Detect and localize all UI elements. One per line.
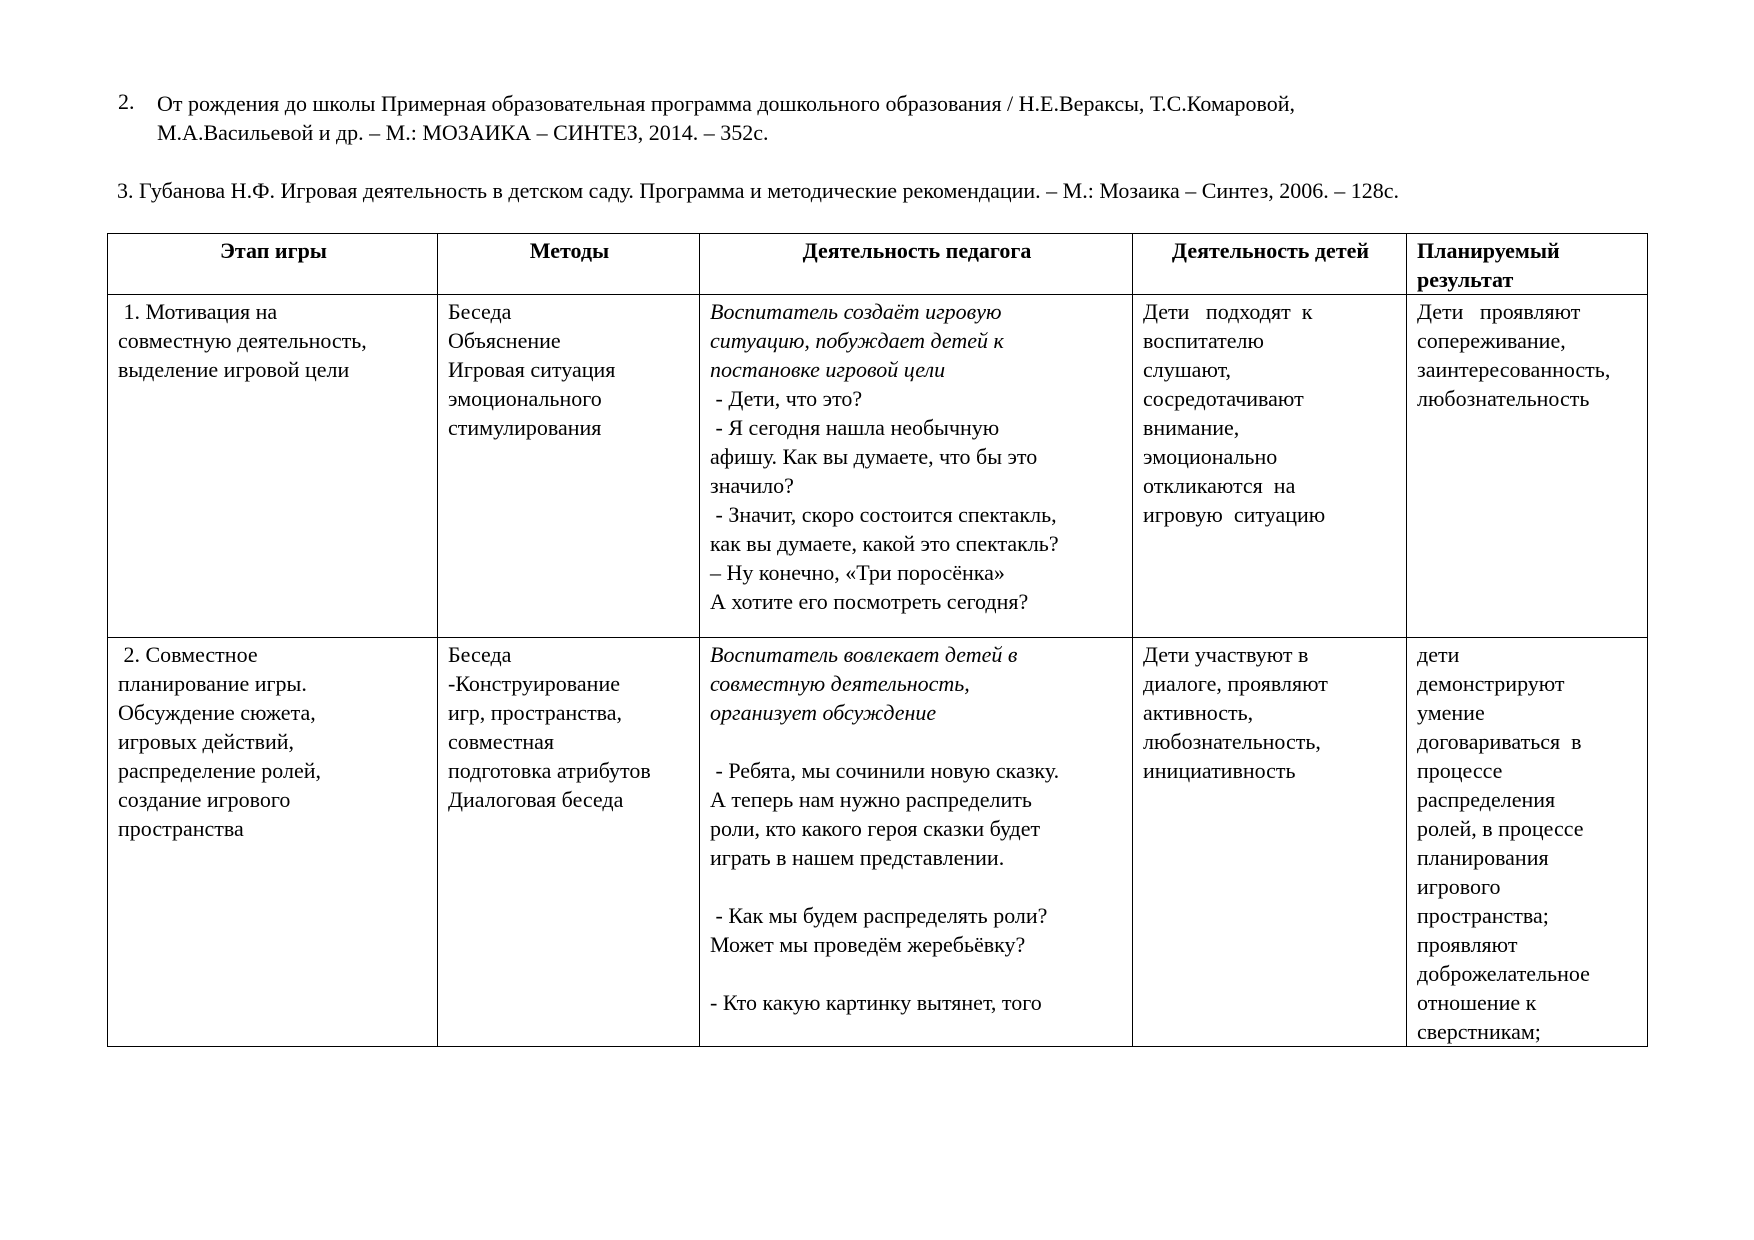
teacher-summary: Воспитатель вовлекает детей в совместную… (710, 642, 1018, 725)
table-header-row: Этап игры Методы Деятельность педагога Д… (107, 233, 1648, 295)
header-stage: Этап игры (107, 233, 438, 295)
header-methods: Методы (437, 233, 700, 295)
table-row: 2. Совместное планирование игры. Обсужде… (107, 637, 1648, 1047)
table-row: 1. Мотивация на совместную деятельность,… (107, 294, 1648, 638)
game-stages-table: Этап игры Методы Деятельность педагога Д… (107, 233, 1648, 1047)
cell-methods: Беседа Объяснение Игровая ситуация эмоци… (437, 294, 700, 638)
cell-stage: 2. Совместное планирование игры. Обсужде… (107, 637, 438, 1047)
cell-methods: Беседа -Конструирование игр, пространств… (437, 637, 700, 1047)
header-teacher-activity: Деятельность педагога (699, 233, 1133, 295)
cell-children-activity: Дети участвуют в диалоге, проявляют акти… (1132, 637, 1407, 1047)
teacher-summary: Воспитатель создаёт игровую ситуацию, по… (710, 299, 1004, 382)
cell-children-activity: Дети подходят к воспитателю слушают, сос… (1132, 294, 1407, 638)
cell-teacher-activity: Воспитатель вовлекает детей в совместную… (699, 637, 1133, 1047)
cell-stage: 1. Мотивация на совместную деятельность,… (107, 294, 438, 638)
cell-teacher-activity: Воспитатель создаёт игровую ситуацию, по… (699, 294, 1133, 638)
reference-number: 2. (118, 89, 135, 114)
cell-planned-result: дети демонстрируют умение договариваться… (1406, 637, 1648, 1047)
reference-item-3: 3. Губанова Н.Ф. Игровая деятельность в … (117, 178, 1400, 203)
teacher-dialogue: - Ребята, мы сочинили новую сказку. А те… (710, 758, 1060, 1015)
reference-item-2: От рождения до школы Примерная образоват… (157, 91, 1296, 145)
header-children-activity: Деятельность детей (1132, 233, 1407, 295)
cell-planned-result: Дети проявляют сопереживание, заинтересо… (1406, 294, 1648, 638)
header-planned-result: Планируемый результат (1406, 233, 1648, 295)
teacher-dialogue: - Дети, что это? - Я сегодня нашла необы… (710, 386, 1059, 614)
